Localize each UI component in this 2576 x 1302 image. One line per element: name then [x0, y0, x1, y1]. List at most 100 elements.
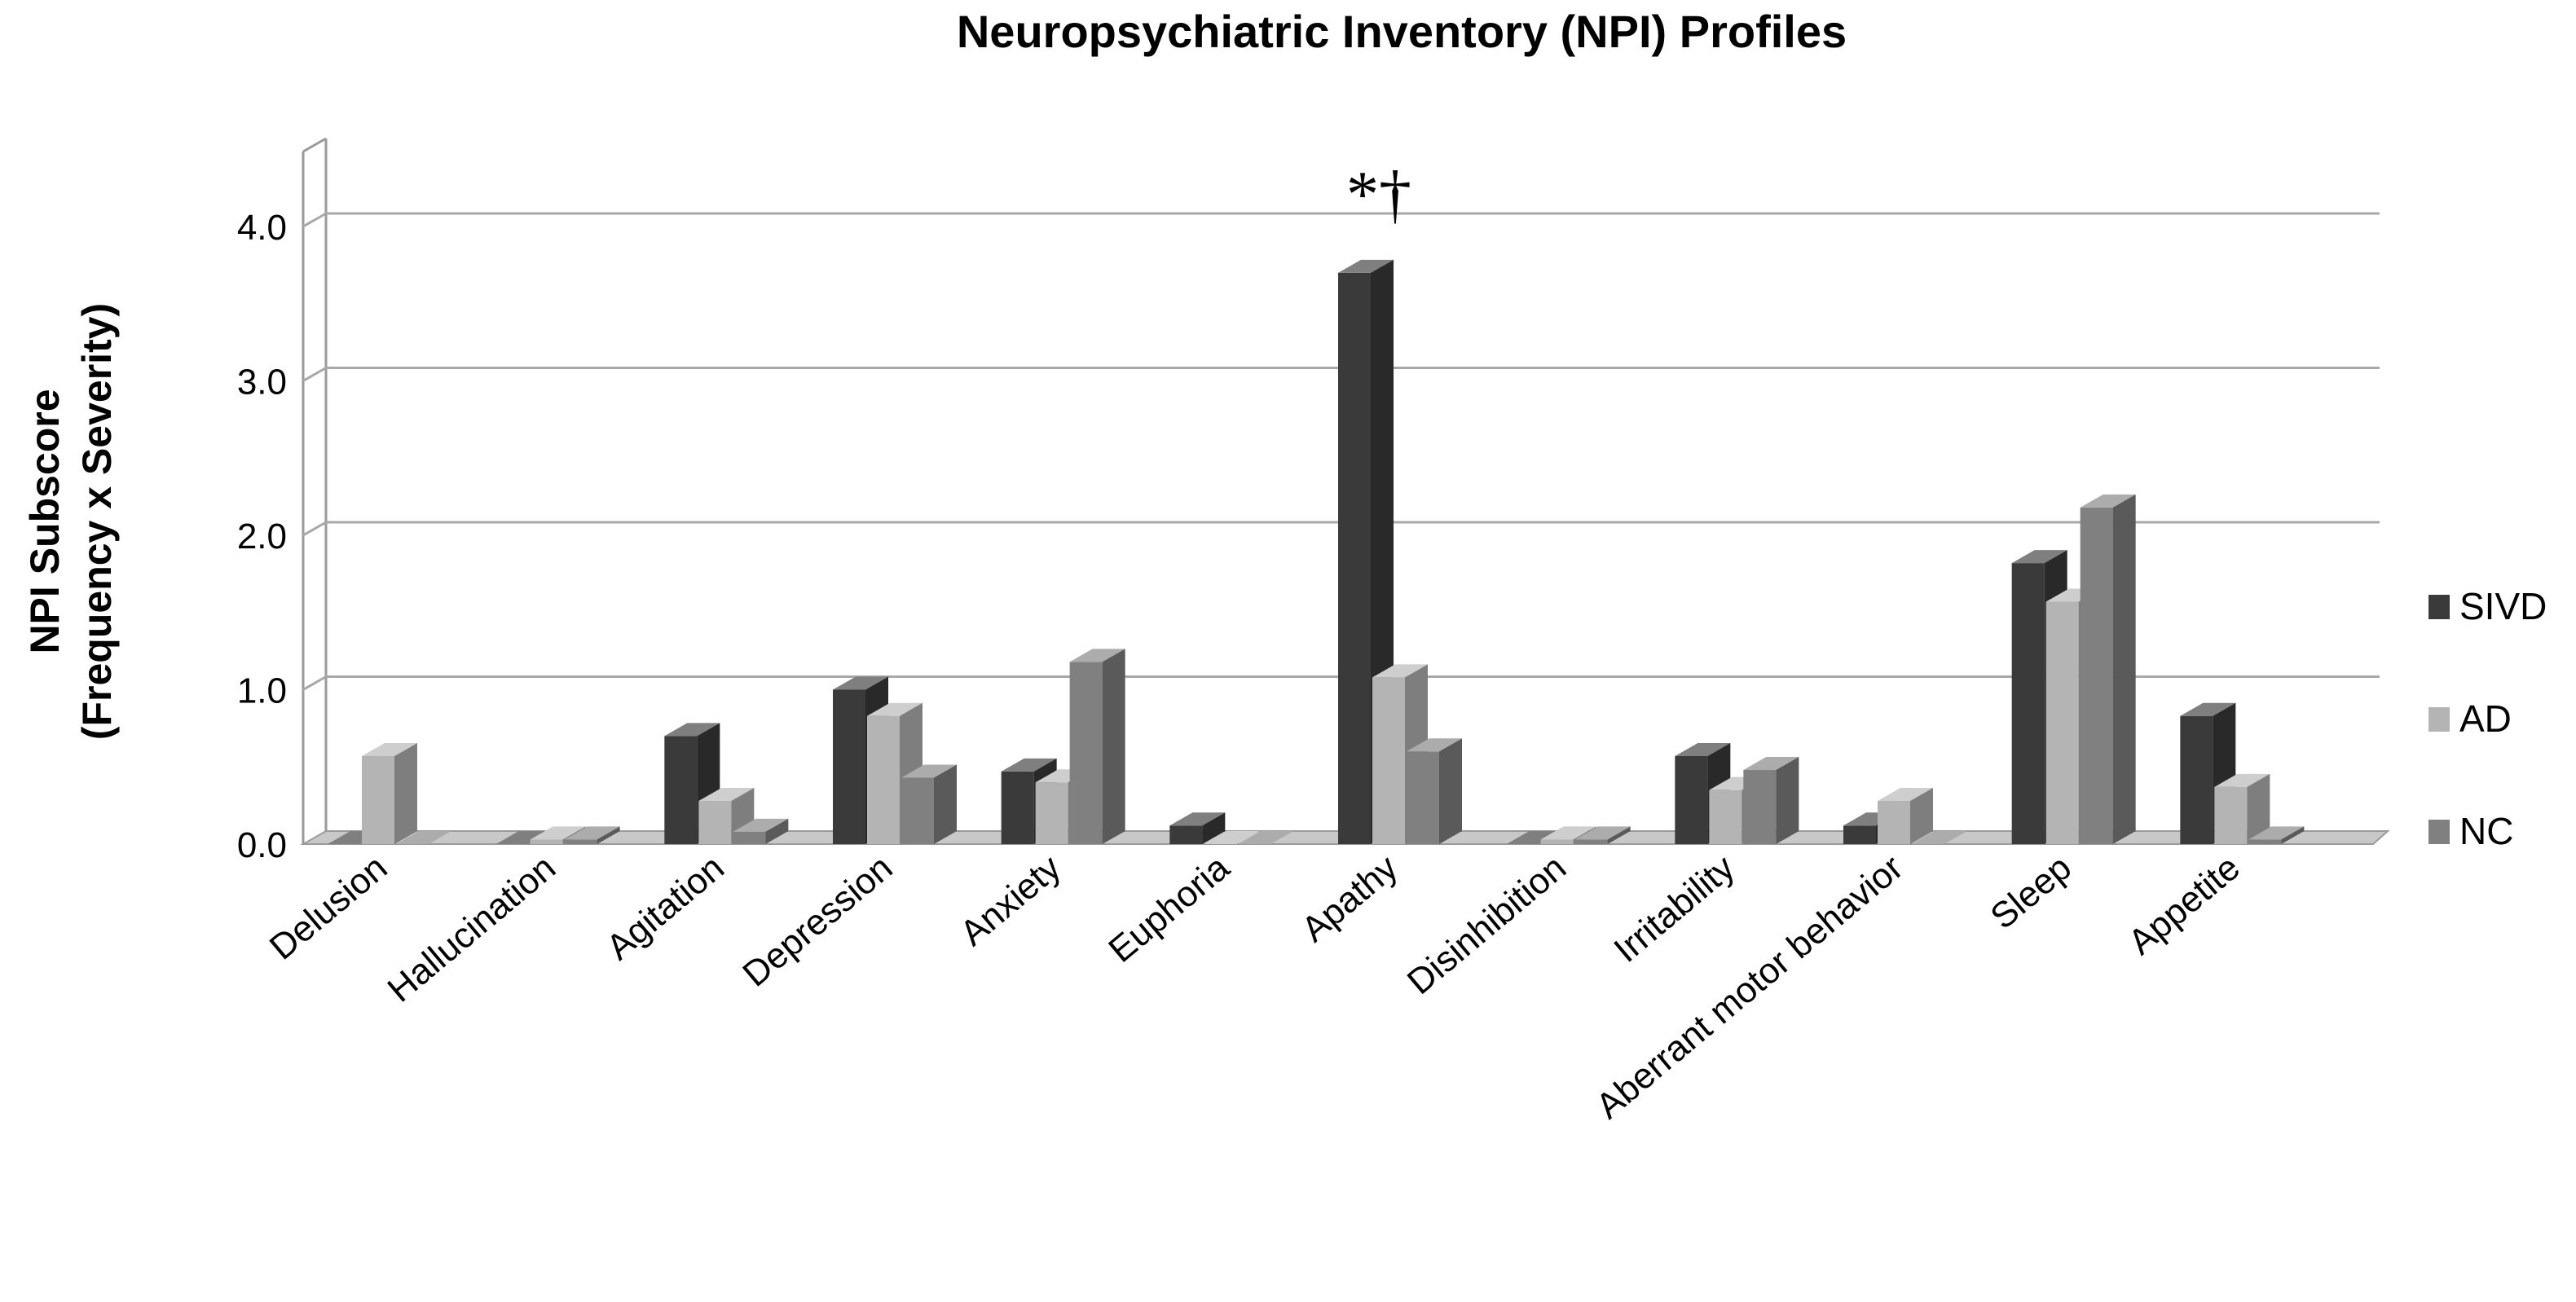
legend-swatch	[2428, 820, 2450, 844]
bar-ad-euphoria	[1204, 831, 1260, 844]
bar-ad-appetite	[2214, 773, 2270, 844]
bar-front-face	[1743, 770, 1777, 844]
x-category-label: Depression	[735, 847, 900, 995]
bar-front-face	[1069, 662, 1103, 844]
bar-top-face	[1574, 826, 1631, 840]
gridline-side	[302, 521, 327, 537]
x-category-label: Sleep	[1983, 847, 2079, 937]
bar-front-face	[1338, 272, 1371, 845]
gridline-side	[302, 675, 327, 691]
bar-front-face	[698, 800, 732, 844]
y-axis-title-line-1: NPI Subscore	[22, 389, 68, 653]
bar-front-face	[833, 689, 865, 844]
bar-top-face	[564, 826, 620, 840]
bar-side-face	[2247, 773, 2270, 844]
bar-sivd-hallucination	[495, 831, 552, 844]
bar-top-face	[1540, 826, 1596, 840]
bar-side-face	[597, 826, 620, 844]
bar-top-face	[901, 764, 957, 778]
bar-top-face	[664, 723, 720, 737]
x-category-label: Delusion	[262, 847, 395, 968]
legend-label: SIVD	[2459, 585, 2547, 627]
bar-side-face	[934, 764, 957, 844]
legend: SIVD AD NC	[2428, 585, 2547, 852]
bar-nc-euphoria	[1238, 831, 1294, 844]
bar-nc-delusion	[396, 831, 451, 844]
significance-annotation: *†	[1346, 159, 1411, 231]
bar-nc-disinhibition	[1574, 826, 1631, 844]
bar-front-face	[1675, 755, 1708, 844]
bar-top-face	[2080, 494, 2136, 508]
bar-side-face	[1776, 757, 1799, 844]
bars-layer	[328, 259, 2305, 845]
y-tick-label: 3.0	[237, 363, 287, 402]
bar-sivd-euphoria	[1169, 812, 1226, 844]
x-category-label: Agitation	[599, 847, 732, 968]
bar-sivd-disinhibition	[1506, 831, 1562, 844]
x-category-label: Euphoria	[1101, 847, 1237, 970]
bar-top-face	[2180, 702, 2236, 716]
bar-side-face	[1439, 738, 1462, 844]
bar-top-face	[362, 742, 417, 756]
x-category-label: Aberrant motor behavior	[1588, 847, 1910, 1127]
bar-front-face	[2180, 715, 2213, 844]
bar-top-face	[396, 831, 451, 844]
bar-front-face	[1035, 782, 1068, 844]
legend-swatch	[2428, 595, 2450, 619]
bar-side-face	[2281, 826, 2305, 844]
bar-top-face	[1372, 664, 1428, 678]
y-tick-label: 1.0	[237, 671, 287, 711]
bar-nc-depression	[901, 764, 957, 844]
bar-top-face	[2214, 773, 2270, 787]
bar-side-face	[765, 818, 789, 844]
x-category-label: Apathy	[1294, 847, 1405, 950]
bar-side-face	[1202, 812, 1226, 844]
bar-nc-anxiety	[1069, 649, 1125, 844]
bar-front-face	[2080, 507, 2113, 844]
bar-front-face	[1540, 839, 1574, 844]
side-wall-top-edge	[302, 137, 327, 153]
bar-top-face	[530, 826, 586, 840]
bar-nc-agitation	[733, 818, 789, 844]
x-category-label: Disinhibition	[1400, 847, 1574, 1002]
bar-top-face	[1878, 787, 1933, 801]
bar-top-face	[1743, 757, 1799, 771]
bar-top-face	[867, 702, 923, 716]
legend-label: AD	[2459, 697, 2512, 740]
bar-top-face	[1506, 831, 1562, 844]
bar-side-face	[1607, 826, 1631, 844]
bar-side-face	[2112, 494, 2136, 844]
bar-front-face	[1407, 751, 1439, 844]
legend-item-nc: NC	[2428, 810, 2513, 852]
bar-nc-irritability	[1743, 757, 1799, 844]
bar-front-face	[530, 839, 563, 844]
bar-nc-hallucination	[564, 826, 620, 844]
bar-top-face	[1069, 649, 1125, 662]
bar-top-face	[1238, 831, 1294, 844]
bar-front-face	[2045, 601, 2079, 844]
x-category-label: Hallucination	[381, 847, 563, 1009]
bar-front-face	[1574, 839, 1608, 844]
bar-front-face	[1709, 790, 1742, 844]
bar-top-face	[698, 787, 755, 801]
x-category-label: Irritability	[1606, 847, 1742, 970]
bar-nc-appetite	[2248, 826, 2305, 844]
bar-top-face	[495, 831, 552, 844]
bar-top-face	[1675, 742, 1731, 756]
bar-ad-delusion	[362, 742, 417, 844]
bar-top-face	[2011, 550, 2067, 564]
legend-swatch	[2428, 707, 2450, 732]
bar-front-face	[664, 736, 698, 844]
bar-front-face	[733, 831, 766, 844]
y-tick-label: 2.0	[237, 517, 287, 556]
bar-top-face	[1169, 812, 1226, 826]
bar-nc-apathy	[1407, 738, 1462, 844]
legend-item-ad: AD	[2428, 697, 2512, 740]
bar-ad-aberrant-motor-behavior	[1878, 787, 1933, 844]
bar-nc-aberrant-motor-behavior	[1912, 831, 1967, 844]
y-tick-label: 0.0	[237, 825, 287, 865]
bar-front-face	[362, 755, 394, 844]
bar-side-face	[1102, 649, 1125, 844]
bar-front-face	[1001, 771, 1034, 844]
